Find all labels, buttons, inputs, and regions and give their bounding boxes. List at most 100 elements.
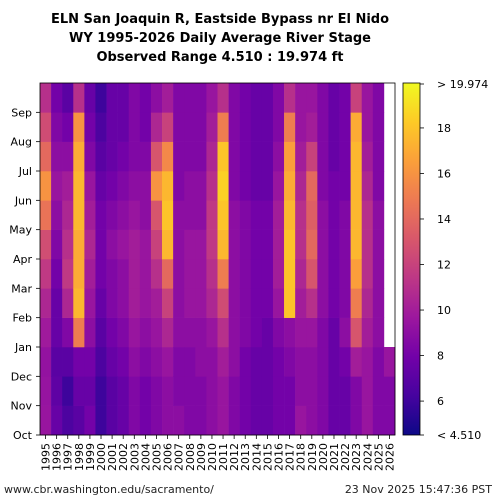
heatmap-cell (139, 83, 152, 113)
heatmap-cell (284, 83, 296, 113)
heatmap-cell (361, 347, 374, 377)
heatmap-cell (261, 288, 274, 318)
heatmap-cell (261, 317, 274, 348)
heatmap-cell (206, 376, 218, 406)
x-tick-label: 2007 (173, 443, 186, 471)
heatmap-cell (206, 229, 218, 260)
heatmap-cell (284, 112, 296, 142)
heatmap-cell (250, 317, 263, 348)
heatmap-cell (62, 171, 74, 201)
heatmap-cell (128, 200, 141, 230)
heatmap-cell (250, 200, 263, 230)
heatmap-cell (284, 229, 296, 260)
heatmap-cell (339, 376, 351, 406)
heatmap-cell (51, 405, 63, 436)
heatmap-cell (62, 376, 74, 406)
heatmap-cell (150, 229, 163, 260)
heatmap-cell (128, 171, 141, 201)
heatmap-cell (84, 141, 96, 172)
heatmap-cell (328, 405, 340, 436)
heatmap-cell (195, 112, 207, 142)
heatmap-cell (73, 259, 85, 289)
footer-source: www.cbr.washington.edu/sacramento/ (4, 483, 214, 496)
heatmap-cell (317, 347, 329, 377)
heatmap-cell (162, 200, 174, 230)
heatmap-cell (261, 347, 274, 377)
heatmap-cell (295, 376, 307, 406)
heatmap-cell (228, 83, 240, 113)
heatmap-cell (40, 229, 52, 260)
heatmap-cell (272, 347, 285, 377)
heatmap-cell (173, 288, 185, 318)
heatmap-cell (239, 347, 252, 377)
x-tick-label: 2020 (317, 443, 330, 471)
y-tick-label: Nov (11, 400, 33, 413)
heatmap-cell (239, 317, 252, 348)
heatmap-cell (339, 317, 351, 348)
heatmap-cell (95, 83, 107, 113)
heatmap-cell (272, 259, 285, 289)
heatmap-cell (106, 112, 118, 142)
heatmap-cell (295, 405, 307, 436)
heatmap-cell (328, 288, 340, 318)
heatmap-cell (150, 141, 163, 172)
heatmap-cell (195, 288, 207, 318)
heatmap-cell (95, 405, 107, 436)
heatmap-cell (361, 141, 374, 172)
heatmap-cell (383, 347, 396, 377)
heatmap-cell (228, 288, 240, 318)
colorbar-tick-label: 16 (437, 167, 451, 180)
heatmap-cell (261, 259, 274, 289)
heatmap-cell (117, 376, 130, 406)
heatmap-cell (117, 83, 130, 113)
heatmap-cell (106, 288, 118, 318)
heatmap-cell (239, 112, 252, 142)
heatmap-cell (173, 259, 185, 289)
heatmap-cell (350, 288, 363, 318)
heatmap-cell (372, 171, 385, 201)
heatmap-cell (128, 83, 141, 113)
heatmap-cell (95, 317, 107, 348)
x-tick-label: 2000 (95, 443, 108, 471)
heatmap-cell (250, 141, 263, 172)
heatmap-cell (350, 171, 363, 201)
heatmap-cell (206, 112, 218, 142)
heatmap-cell (239, 83, 252, 113)
heatmap-cell (284, 376, 296, 406)
heatmap-cell (239, 141, 252, 172)
heatmap-cell (361, 376, 374, 406)
heatmap-cell (106, 317, 118, 348)
heatmap-cell (128, 288, 141, 318)
heatmap-cell (106, 229, 118, 260)
heatmap-cell (40, 317, 52, 348)
heatmap-cell (339, 112, 351, 142)
heatmap-cell (184, 229, 196, 260)
heatmap-cell (139, 112, 152, 142)
heatmap-cell (239, 229, 252, 260)
heatmap-cell (150, 112, 163, 142)
heatmap-cell (328, 259, 340, 289)
heatmap-cell (239, 405, 252, 436)
heatmap-cell (284, 200, 296, 230)
heatmap-cell (206, 83, 218, 113)
heatmap-cell (51, 112, 63, 142)
x-tick-label: 2004 (139, 443, 152, 471)
heatmap-cell (117, 229, 130, 260)
heatmap-cell (272, 229, 285, 260)
heatmap-cell (372, 112, 385, 142)
heatmap-cell (95, 200, 107, 230)
heatmap-cell (350, 83, 363, 113)
heatmap-cell (328, 347, 340, 377)
heatmap-cell (339, 229, 351, 260)
heatmap-cell (195, 405, 207, 436)
heatmap-cell (228, 229, 240, 260)
x-tick-label: 2012 (228, 443, 241, 471)
heatmap-cell (295, 259, 307, 289)
heatmap-cell (139, 376, 152, 406)
heatmap-cell (40, 376, 52, 406)
heatmap-cell (73, 317, 85, 348)
heatmap-cell (250, 171, 263, 201)
heatmap-cell (306, 259, 318, 289)
heatmap-cell (228, 259, 240, 289)
heatmap-cell (339, 405, 351, 436)
